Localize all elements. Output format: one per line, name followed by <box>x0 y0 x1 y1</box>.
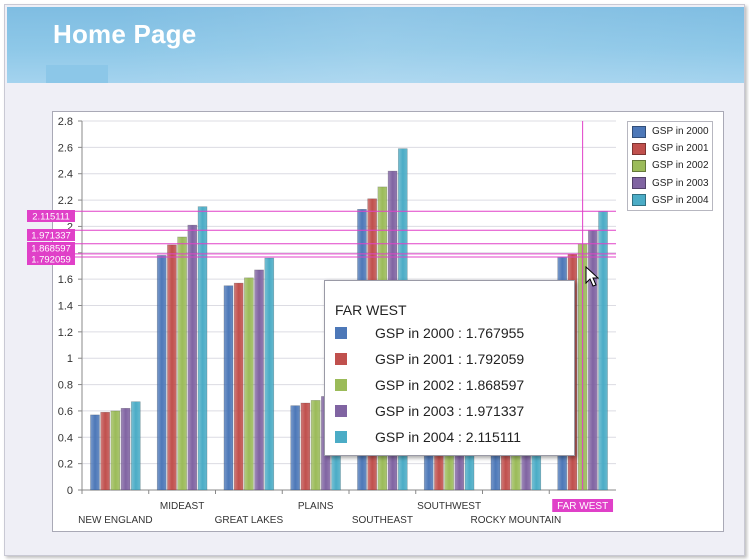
crosshair-value-label: 1.971337 <box>31 231 71 242</box>
legend-label: GSP in 2002 <box>652 160 709 172</box>
legend-swatch <box>632 142 646 155</box>
bar <box>156 255 167 491</box>
y-tick-label: 1 <box>67 353 73 365</box>
tooltip-row-text: GSP in 2001 : 1.792059 <box>375 351 525 367</box>
y-tick-label: 1.2 <box>58 327 73 339</box>
legend-item: GSP in 2004 <box>632 192 712 209</box>
crosshair-value-box <box>27 242 75 254</box>
y-tick-label: 1.6 <box>58 274 73 286</box>
x-category-label: SOUTHEAST <box>352 515 413 526</box>
legend-label: GSP in 2004 <box>652 194 709 206</box>
chart-legend: GSP in 2000 GSP in 2001 GSP in 2002 GSP in … <box>627 121 713 211</box>
legend-label: GSP in 2001 <box>652 143 709 155</box>
tooltip-row-text: GSP in 2000 : 1.767955 <box>375 325 525 341</box>
bar <box>187 224 198 491</box>
y-tick-label: 2.4 <box>58 169 73 181</box>
tooltip-swatch <box>335 327 347 339</box>
legend-item: GSP in 2001 <box>632 140 712 157</box>
tooltip-row-text: GSP in 2002 : 1.868597 <box>375 377 525 393</box>
bar <box>110 410 121 491</box>
bar <box>177 236 187 491</box>
page-title: Home Page <box>53 19 197 49</box>
header-shine <box>117 7 744 83</box>
legend-item: GSP in 2003 <box>632 175 712 192</box>
legend-item: GSP in 2000 <box>632 123 712 140</box>
bar <box>598 210 608 491</box>
tooltip-row: GSP in 2003 : 1.971337 <box>335 402 524 420</box>
x-category-label: GREAT LAKES <box>215 515 284 526</box>
y-tick-label: 2 <box>67 221 73 233</box>
crosshair-value-label: 1.792059 <box>31 255 71 266</box>
bar <box>120 407 131 491</box>
tooltip-swatch <box>335 353 347 365</box>
bar <box>310 400 321 491</box>
bar <box>264 257 275 491</box>
bar <box>130 401 141 491</box>
legend-label: GSP in 2000 <box>652 126 709 138</box>
x-category-highlight-box <box>552 499 614 512</box>
tooltip-swatch <box>335 431 347 443</box>
tooltip-row-text: GSP in 2003 : 1.971337 <box>375 403 525 419</box>
tooltip-swatch <box>335 379 347 391</box>
crosshair-value-box <box>27 210 75 222</box>
tooltip-row-text: GSP in 2004 : 2.115111 <box>375 429 522 445</box>
x-category-label: SOUTHWEST <box>417 501 481 512</box>
bar <box>100 411 110 491</box>
y-tick-label: 2.2 <box>58 195 73 207</box>
bar <box>90 414 100 491</box>
crosshair-value-label: 2.115111 <box>32 212 70 223</box>
y-tick-label: 0.4 <box>58 432 73 444</box>
y-tick-label: 2.8 <box>58 116 73 128</box>
legend-swatch <box>632 125 646 138</box>
y-tick-label: 0 <box>67 485 73 497</box>
x-category-label: MIDEAST <box>160 501 204 512</box>
y-tick-label: 2.6 <box>58 142 73 154</box>
bar <box>244 277 254 491</box>
crosshair-value-box <box>27 253 75 265</box>
bar <box>223 285 234 491</box>
y-tick-label: 0.6 <box>58 406 73 418</box>
x-category-label: PLAINS <box>298 501 334 512</box>
bar <box>300 402 311 491</box>
tooltip-swatch <box>335 405 347 417</box>
legend-swatch <box>632 177 646 190</box>
tooltip-row: GSP in 2002 : 1.868597 <box>335 376 524 394</box>
x-category-label: FAR WEST <box>557 501 608 512</box>
x-category-label: ROCKY MOUNTAIN <box>471 515 562 526</box>
bar <box>290 405 301 491</box>
legend-item: GSP in 2002 <box>632 157 712 174</box>
crosshair-value-box <box>27 229 75 241</box>
page-header: Home Page <box>7 7 744 83</box>
bar <box>197 206 208 491</box>
bar <box>233 282 244 491</box>
y-tick-label: 0.2 <box>58 459 73 471</box>
bar <box>167 244 177 491</box>
y-tick-label: 1.4 <box>58 301 73 313</box>
tooltip-row: GSP in 2000 : 1.767955 <box>335 324 524 342</box>
bar <box>254 269 264 491</box>
tooltip-row: GSP in 2004 : 2.115111 <box>335 428 521 446</box>
x-category-label: NEW ENGLAND <box>78 515 152 526</box>
tooltip-row: GSP in 2001 : 1.792059 <box>335 350 524 368</box>
chart-tooltip: FAR WEST GSP in 2000 : 1.767955 GSP in 20… <box>324 280 575 456</box>
crosshair-value-label: 1.868597 <box>31 244 71 255</box>
tooltip-title: FAR WEST <box>335 302 407 318</box>
legend-swatch <box>632 194 646 207</box>
legend-swatch <box>632 159 646 172</box>
mouse-pointer-icon <box>585 266 599 287</box>
header-decoration <box>46 65 108 83</box>
y-tick-label: 0.8 <box>58 380 73 392</box>
legend-label: GSP in 2003 <box>652 177 709 189</box>
